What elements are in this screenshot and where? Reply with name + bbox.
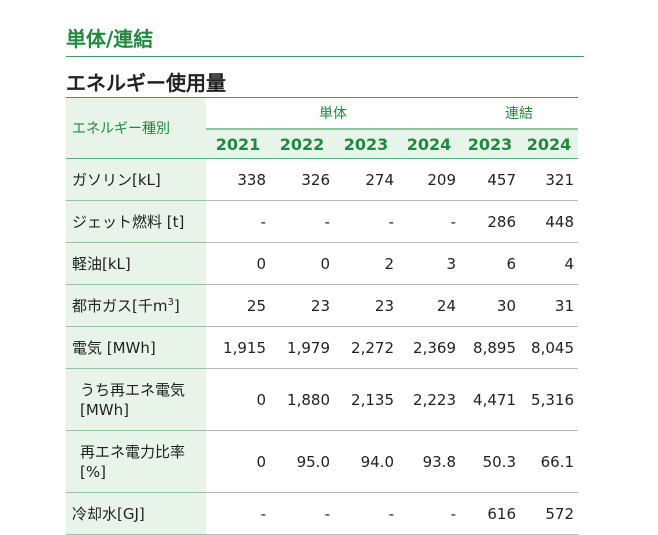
table-cell: 3 [398, 243, 460, 285]
table-cell: 448 [520, 201, 578, 243]
table-cell: 0 [206, 369, 270, 431]
row-label-gasoline: ガソリン[kL] [66, 159, 206, 201]
row-label-electricity: 電気 [MWh] [66, 327, 206, 369]
table-cell: 24 [398, 285, 460, 327]
table-cell: - [398, 201, 460, 243]
table-cell: 338 [206, 159, 270, 201]
header-group-consolidated: 連結 [460, 98, 578, 130]
table-cell: 326 [270, 159, 334, 201]
table-cell: 4 [520, 243, 578, 285]
section-title: 単体/連結 [66, 27, 154, 51]
table-row: 再エネ電力比率 [%] 0 95.0 94.0 93.8 50.3 66.1 [66, 431, 578, 493]
table-cell: 1,880 [270, 369, 334, 431]
table-row: ジェット燃料 [t] - - - - 286 448 [66, 201, 578, 243]
table-cell: 321 [520, 159, 578, 201]
table-cell: 6 [460, 243, 520, 285]
table-row: 電気 [MWh] 1,915 1,979 2,272 2,369 8,895 8… [66, 327, 578, 369]
table-cell: 23 [334, 285, 398, 327]
table-cell: 286 [460, 201, 520, 243]
row-label-line: うち再エネ電気 [80, 380, 186, 399]
table-cell: 93.8 [398, 431, 460, 493]
table-cell: - [270, 493, 334, 535]
table-cell: 0 [206, 431, 270, 493]
row-label-line: [MWh] [80, 400, 129, 419]
table-cell: 2,223 [398, 369, 460, 431]
table-cell: 2 [334, 243, 398, 285]
table-cell: - [206, 201, 270, 243]
row-label-text: 都市ガス[千m [72, 296, 168, 315]
row-label-renewable-ratio: 再エネ電力比率 [%] [66, 431, 206, 493]
table-row: 都市ガス[千m3] 25 23 23 24 30 31 [66, 285, 578, 327]
table-cell: 95.0 [270, 431, 334, 493]
row-label-line: 再エネ電力比率 [80, 442, 186, 461]
table-cell: - [270, 201, 334, 243]
header-energy-type: エネルギー種別 [66, 98, 206, 159]
table-cell: 25 [206, 285, 270, 327]
table-cell: 31 [520, 285, 578, 327]
table-cell: 50.3 [460, 431, 520, 493]
table-cell: 2,272 [334, 327, 398, 369]
table-cell: 0 [270, 243, 334, 285]
header-year: 2024 [398, 130, 460, 159]
table-cell: 572 [520, 493, 578, 535]
header-year: 2021 [206, 130, 270, 159]
header-year: 2022 [270, 130, 334, 159]
table-cell: - [398, 493, 460, 535]
table-row: 冷却水[GJ] - - - - 616 572 [66, 493, 578, 535]
row-label-cooling-water: 冷却水[GJ] [66, 493, 206, 535]
table-cell: 274 [334, 159, 398, 201]
table-row: 軽油[kL] 0 0 2 3 6 4 [66, 243, 578, 285]
table-cell: 23 [270, 285, 334, 327]
section-divider [66, 56, 584, 57]
header-year: 2024 [520, 130, 578, 159]
table-cell: 30 [460, 285, 520, 327]
row-label-renewable-electricity: うち再エネ電気 [MWh] [66, 369, 206, 431]
table-row: ガソリン[kL] 338 326 274 209 457 321 [66, 159, 578, 201]
table-cell: 209 [398, 159, 460, 201]
table-cell: 0 [206, 243, 270, 285]
row-label-line: [%] [80, 462, 106, 481]
table-cell: 2,369 [398, 327, 460, 369]
table-cell: - [206, 493, 270, 535]
table-cell: 4,471 [460, 369, 520, 431]
table-row: うち再エネ電気 [MWh] 0 1,880 2,135 2,223 4,471 5… [66, 369, 578, 431]
table-cell: 457 [460, 159, 520, 201]
header-year: 2023 [334, 130, 398, 159]
table-cell: - [334, 493, 398, 535]
table-cell: 2,135 [334, 369, 398, 431]
row-label-city-gas: 都市ガス[千m3] [66, 285, 206, 327]
table-cell: 8,895 [460, 327, 520, 369]
row-label-bracket: ] [173, 296, 180, 315]
header-group-single: 単体 [206, 98, 460, 130]
table-cell: 94.0 [334, 431, 398, 493]
row-label-jet-fuel: ジェット燃料 [t] [66, 201, 206, 243]
table-cell: 5,316 [520, 369, 578, 431]
table-cell: 66.1 [520, 431, 578, 493]
header-year: 2023 [460, 130, 520, 159]
row-label-diesel: 軽油[kL] [66, 243, 206, 285]
table-title: エネルギー使用量 [66, 71, 226, 95]
table-cell: 1,979 [270, 327, 334, 369]
table-cell: 8,045 [520, 327, 578, 369]
table-cell: 616 [460, 493, 520, 535]
table-cell: 1,915 [206, 327, 270, 369]
energy-usage-table: エネルギー種別 単体 連結 2021 2022 2023 2024 2023 2… [66, 98, 578, 535]
table-cell: - [334, 201, 398, 243]
row-label-superscript: 3 [167, 296, 174, 308]
